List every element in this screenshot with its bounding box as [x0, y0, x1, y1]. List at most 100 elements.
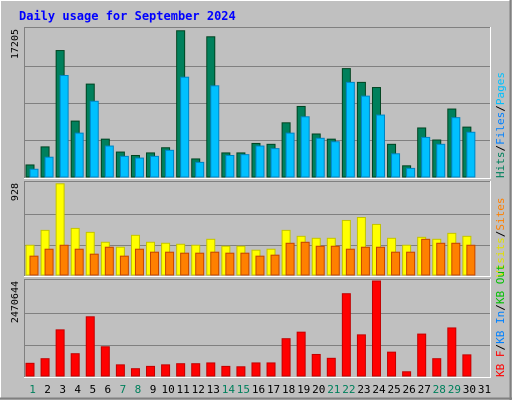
bar-sites-day-10 — [165, 251, 175, 276]
chart-title: Daily usage for September 2024 — [19, 9, 236, 23]
day-label: 8 — [135, 383, 142, 396]
bar-files-day-8 — [134, 157, 144, 178]
legend-entry: KB Out — [494, 264, 507, 304]
bar-sites-day-4 — [74, 248, 84, 276]
bar-files-day-10 — [165, 149, 175, 178]
bar-sites-day-5 — [89, 253, 99, 276]
bar-kb-f-day-18 — [281, 338, 291, 377]
legend-entry: / — [494, 344, 507, 351]
day-label: 20 — [312, 383, 325, 396]
bar-files-day-9 — [150, 155, 160, 178]
bar-sites-day-1 — [29, 255, 39, 276]
bar-sites-day-16 — [255, 255, 265, 276]
legend-visits-sites: Visits/Sites — [494, 198, 507, 278]
bar-files-day-28 — [436, 143, 446, 178]
legend-entry: Sites — [494, 198, 507, 231]
bar-sites-day-21 — [330, 245, 340, 276]
bar-kb-f-day-16 — [251, 362, 261, 377]
bar-files-day-17 — [270, 148, 280, 178]
legend-kb: KB F/KB In/KB Out — [494, 264, 507, 377]
bar-sites-day-11 — [180, 252, 190, 276]
bar-kb-f-day-29 — [447, 327, 457, 377]
bar-kb-f-day-2 — [40, 358, 50, 377]
bar-sites-day-17 — [270, 254, 280, 276]
bar-files-day-12 — [195, 161, 205, 178]
day-label: 6 — [105, 383, 112, 396]
bar-files-day-3 — [59, 74, 69, 178]
chart-panels: 17205 928 2470644 — [10, 27, 491, 378]
bar-files-day-5 — [89, 100, 99, 178]
bar-kb-f-day-21 — [326, 357, 336, 377]
day-label: 7 — [120, 383, 127, 396]
bar-files-day-6 — [104, 145, 114, 178]
bar-kb-f-day-6 — [100, 346, 110, 377]
bar-files-day-29 — [451, 117, 461, 178]
bar-sites-day-23 — [360, 246, 370, 276]
bar-sites-day-14 — [225, 252, 235, 276]
bar-files-day-24 — [375, 114, 385, 178]
legend-entry: Pages — [494, 72, 507, 105]
bar-sites-day-27 — [421, 238, 431, 276]
bar-sites-day-22 — [345, 248, 355, 276]
bar-files-day-21 — [330, 141, 340, 178]
day-label: 17 — [267, 383, 280, 396]
day-label: 10 — [161, 383, 174, 396]
legend-entry: / — [494, 145, 507, 152]
bar-sites-day-2 — [44, 248, 54, 276]
day-label: 9 — [150, 383, 157, 396]
visits-panel: 928 — [10, 181, 491, 277]
bar-files-day-19 — [300, 116, 310, 178]
bar-kb-f-day-9 — [146, 365, 156, 377]
bar-kb-f-day-13 — [206, 362, 216, 377]
bar-kb-f-day-28 — [432, 358, 442, 377]
bar-files-day-16 — [255, 145, 265, 178]
bar-sites-day-26 — [406, 251, 416, 276]
bar-kb-f-day-1 — [25, 362, 35, 377]
bar-sites-day-24 — [375, 246, 385, 276]
day-label: 15 — [237, 383, 250, 396]
bar-files-day-27 — [421, 136, 431, 178]
legend-entry: Files — [494, 112, 507, 145]
bar-sites-day-25 — [391, 251, 401, 276]
bar-kb-f-day-26 — [402, 371, 412, 377]
day-label: 3 — [59, 383, 66, 396]
legend-entry: / — [494, 304, 507, 311]
day-label: 26 — [403, 383, 416, 396]
hits-panel: 17205 — [10, 27, 491, 179]
day-label: 13 — [207, 383, 220, 396]
bar-sites-day-9 — [150, 251, 160, 276]
bar-sites-day-20 — [315, 245, 325, 276]
bar-files-day-22 — [345, 81, 355, 178]
day-label: 31 — [478, 383, 491, 396]
day-label: 11 — [177, 383, 190, 396]
bar-files-day-23 — [360, 95, 370, 178]
day-label: 23 — [357, 383, 370, 396]
bar-files-day-13 — [210, 85, 220, 178]
bar-sites-day-7 — [119, 255, 129, 276]
bar-files-day-20 — [315, 137, 325, 178]
bar-files-day-15 — [240, 154, 250, 178]
bar-sites-day-19 — [300, 241, 310, 276]
bar-kb-f-day-5 — [85, 316, 95, 377]
bar-files-day-4 — [74, 132, 84, 178]
bar-kb-f-day-14 — [221, 365, 231, 377]
legend-entry: Visits — [494, 237, 507, 277]
bar-sites-day-29 — [451, 242, 461, 276]
bar-kb-f-day-22 — [341, 293, 351, 377]
day-label: 16 — [252, 383, 265, 396]
day-label: 2 — [44, 383, 51, 396]
kb-panel: 2470644 — [10, 279, 491, 378]
day-label: 24 — [372, 383, 386, 396]
legend-hits-files-pages: Hits/Files/Pages — [494, 72, 507, 178]
bar-kb-f-day-23 — [356, 334, 366, 377]
y-scale-label: 17205 — [10, 29, 21, 59]
bar-kb-f-day-20 — [311, 353, 321, 377]
day-label: 28 — [433, 383, 446, 396]
day-label: 5 — [89, 383, 96, 396]
bar-kb-f-day-30 — [462, 354, 472, 377]
bar-kb-f-day-3 — [55, 329, 65, 377]
bar-files-day-26 — [406, 167, 416, 178]
bar-kb-f-day-25 — [387, 351, 397, 377]
day-label: 25 — [387, 383, 400, 396]
